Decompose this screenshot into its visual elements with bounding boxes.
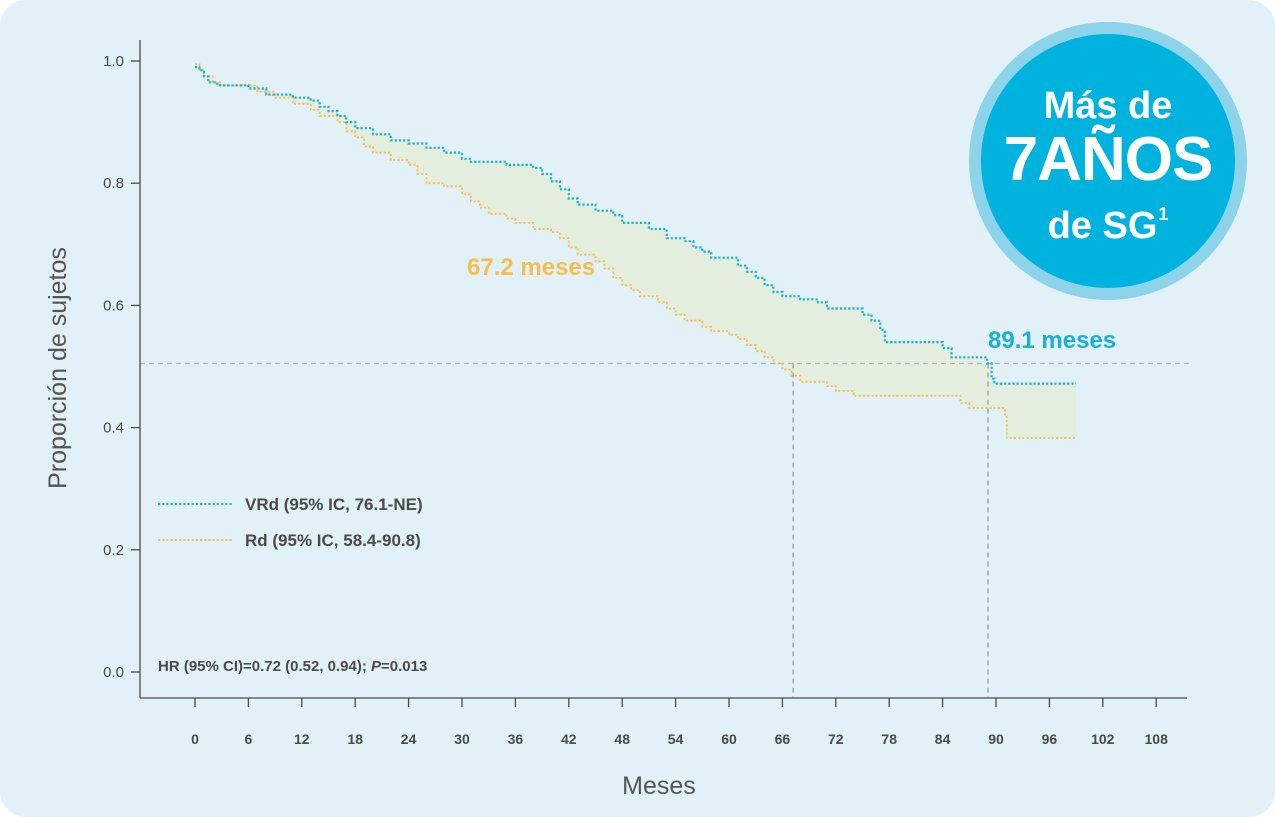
x-tick-label: 78 bbox=[881, 731, 897, 747]
y-tick-label: 1.0 bbox=[103, 53, 124, 70]
y-axis-title: Proporción de sujetos bbox=[44, 247, 72, 489]
x-tick-label: 6 bbox=[245, 731, 253, 747]
badge-line-3: de SG1 bbox=[1047, 204, 1169, 247]
badge-superscript: 1 bbox=[1158, 204, 1169, 224]
x-axis-title: Meses bbox=[622, 772, 696, 800]
x-tick-label: 24 bbox=[401, 731, 417, 747]
vrd-curve bbox=[195, 66, 1077, 385]
x-tick-label: 108 bbox=[1145, 731, 1169, 747]
y-tick-label: 0.2 bbox=[103, 542, 124, 559]
x-tick-label: 102 bbox=[1091, 731, 1115, 747]
x-tick-label: 84 bbox=[935, 731, 951, 747]
x-tick-label: 72 bbox=[828, 731, 844, 747]
y-tick-label: 0.4 bbox=[103, 420, 124, 437]
median-rd-label: 67.2 meses bbox=[467, 254, 595, 281]
badge-line-2: 7AÑOS bbox=[1003, 125, 1214, 194]
x-tick-label: 54 bbox=[668, 731, 684, 747]
x-tick-label: 42 bbox=[561, 731, 577, 747]
survival-gap-band bbox=[195, 64, 1077, 438]
y-tick-label: 0.0 bbox=[103, 664, 124, 681]
x-tick-label: 12 bbox=[294, 731, 310, 747]
x-tick-label: 0 bbox=[191, 731, 199, 747]
median-vrd-label: 89.1 meses bbox=[988, 327, 1116, 354]
x-tick-label: 96 bbox=[1042, 731, 1058, 747]
x-tick-label: 30 bbox=[454, 731, 470, 747]
legend-rd-label: Rd (95% IC, 58.4-90.8) bbox=[245, 531, 421, 550]
hazard-ratio-text: HR (95% CI)=0.72 (0.52, 0.94); P=0.013 bbox=[158, 658, 427, 675]
x-tick-label: 66 bbox=[775, 731, 791, 747]
legend-vrd-label: VRd (95% IC, 76.1-NE) bbox=[245, 495, 423, 514]
badge-line-1: Más de bbox=[1043, 85, 1173, 127]
headline-badge: Más de 7AÑOS de SG1 bbox=[969, 22, 1247, 300]
x-tick-label: 48 bbox=[614, 731, 630, 747]
y-tick-label: 0.6 bbox=[103, 297, 124, 314]
badge-circle: Más de 7AÑOS de SG1 bbox=[981, 34, 1235, 288]
x-tick-label: 36 bbox=[508, 731, 524, 747]
y-tick-label: 0.8 bbox=[103, 175, 124, 192]
x-tick-label: 60 bbox=[721, 731, 737, 747]
x-tick-label: 18 bbox=[347, 731, 363, 747]
x-tick-label: 90 bbox=[988, 731, 1004, 747]
